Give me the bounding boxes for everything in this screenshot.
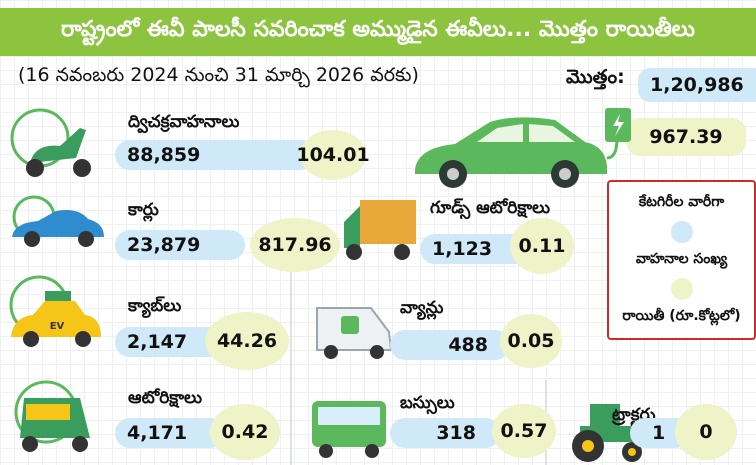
autos-label: ఆటోరిక్షాలు xyxy=(128,388,202,408)
cabs-subsidy: 44.26 xyxy=(205,312,289,370)
goods-auto-icon xyxy=(344,200,416,260)
buses-subsidy: 0.57 xyxy=(492,404,556,458)
autos-vehicles: 4,171 xyxy=(115,418,225,448)
two-wheelers-label: ద్విచక్రవాహనాలు xyxy=(128,112,240,132)
tractors-subsidy: 0 xyxy=(675,404,737,460)
buses-vehicles: 318 xyxy=(390,418,500,448)
cab-icon: EV xyxy=(9,275,101,347)
two-wheelers-subsidy: 104.01 xyxy=(296,130,370,180)
legend-subsidy-swatch xyxy=(670,278,693,300)
tractor-icon xyxy=(572,404,642,462)
van-icon xyxy=(316,307,393,359)
vans-subsidy: 0.05 xyxy=(500,314,562,368)
cars-subsidy: 817.96 xyxy=(250,218,340,272)
goods-autos-subsidy: 0.11 xyxy=(510,218,574,274)
cars-label: కార్లు xyxy=(128,200,159,220)
legend-vehicles-swatch xyxy=(670,221,693,243)
goods-autos-label: గూడ్స్ ఆటోరిక్షాలు xyxy=(430,198,551,218)
legend-box: కేటగిరీల వారీగా వాహనాల సంఖ్య రాయితీ (రూ.… xyxy=(607,180,756,340)
cab-ev-badge: EV xyxy=(50,321,65,332)
period-subtitle: (16 నవంబరు 2024 నుంచి 31 మార్చి 2026 వరక… xyxy=(18,64,419,86)
autos-subsidy: 0.42 xyxy=(210,404,280,460)
total-label: మొత్తం: xyxy=(566,66,625,88)
total-vehicles: 1,20,986 xyxy=(638,68,756,102)
page-title: రాష్ట్రంలో ఈవీ పాలసీ సవరించాక అమ్ముడైన ఈ… xyxy=(0,8,756,56)
scooter-icon xyxy=(10,108,91,177)
vans-label: వ్యాన్లు xyxy=(400,298,444,318)
total-subsidy: 967.39 xyxy=(626,118,746,156)
legend-subsidy-label: రాయితీ (రూ.కోట్లలో) xyxy=(622,308,741,324)
cabs-label: క్యాబ్‌లు xyxy=(128,296,182,316)
legend-heading: కేటగిరీల వారీగా xyxy=(638,194,725,210)
two-wheelers-vehicles: 88,859 xyxy=(115,140,315,170)
auto-rickshaw-icon xyxy=(14,380,90,452)
vans-vehicles: 488 xyxy=(390,330,510,360)
bus-icon xyxy=(312,401,386,458)
divider xyxy=(290,270,292,465)
electric-car-charging-icon xyxy=(415,108,631,188)
cars-vehicles: 23,879 xyxy=(115,230,245,260)
legend-vehicles-label: వాహనాల సంఖ్య xyxy=(635,251,728,267)
buses-label: బస్సులు xyxy=(400,393,455,413)
car-icon xyxy=(12,195,104,247)
